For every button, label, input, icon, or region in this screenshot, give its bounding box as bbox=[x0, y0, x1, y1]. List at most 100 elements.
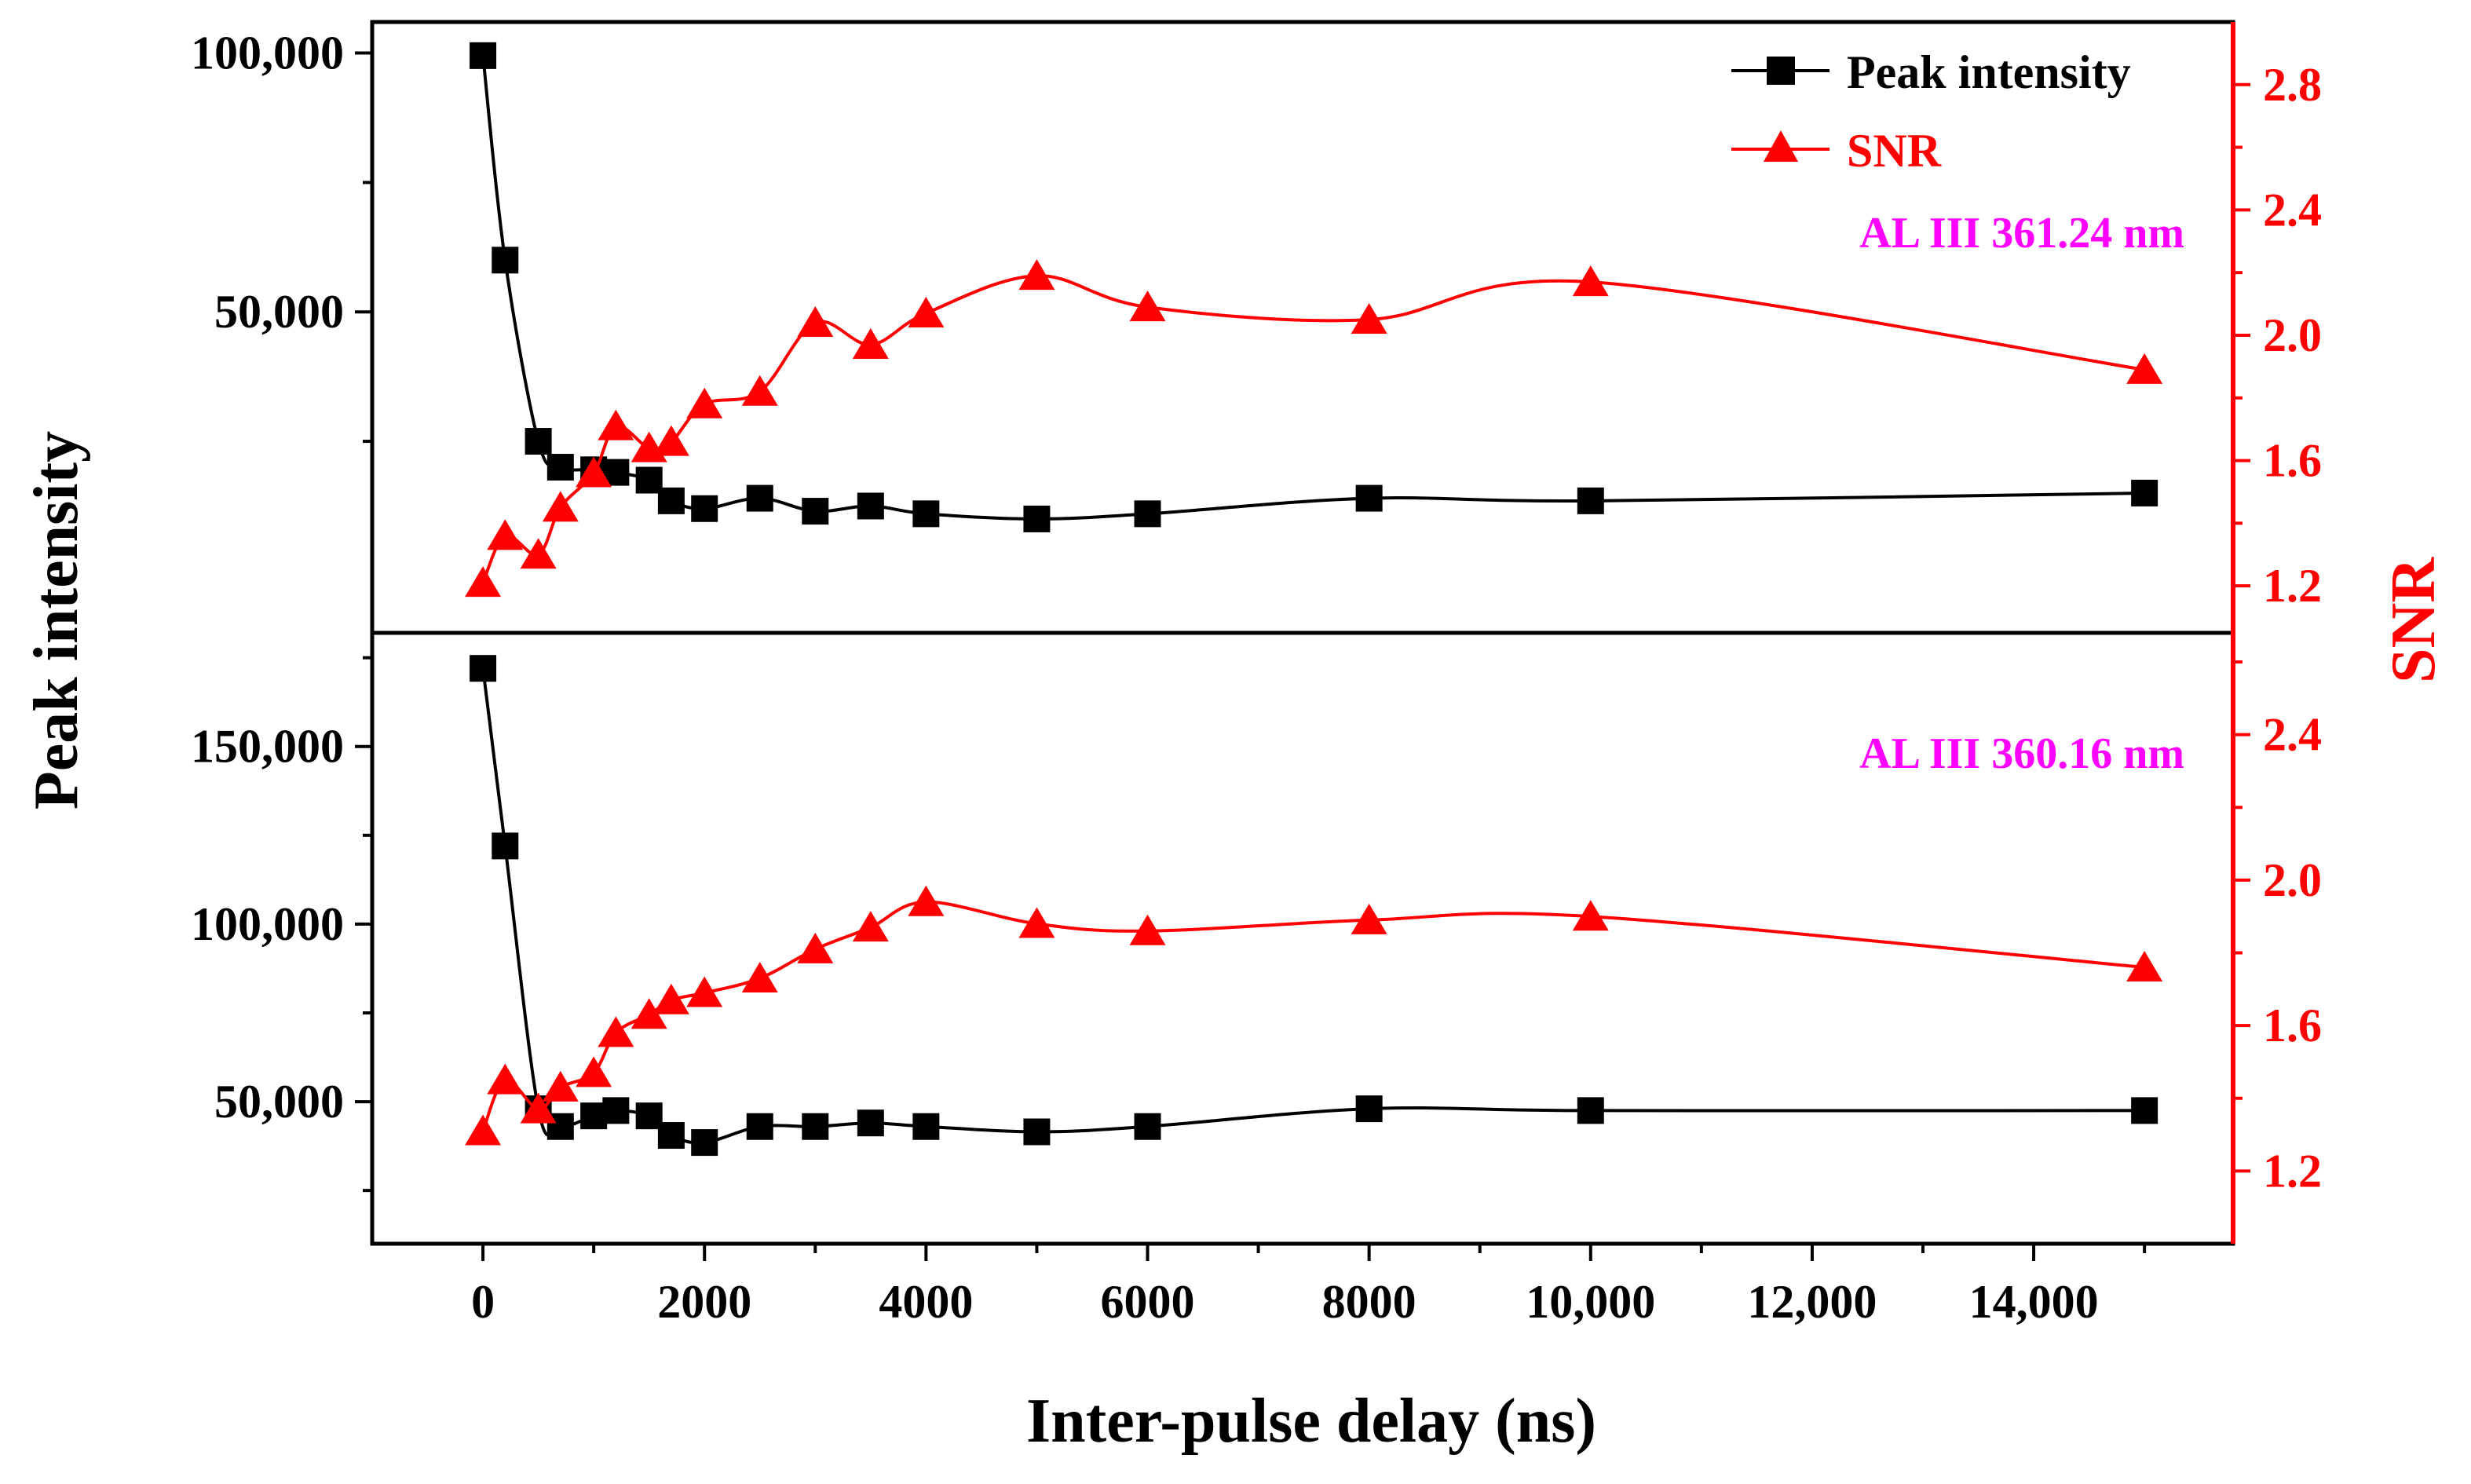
panel-top-snr-point bbox=[542, 491, 579, 522]
panel-bottom-intensity-point bbox=[602, 1097, 630, 1124]
panel-bottom-snr-point bbox=[852, 911, 889, 942]
panel-top-snr-point bbox=[652, 425, 689, 456]
panel-bottom-snr-point bbox=[465, 1114, 502, 1146]
panel-bottom-annotation: AL III 360.16 nm bbox=[1859, 729, 2184, 778]
panel-top-intensity-point bbox=[546, 454, 574, 481]
panel-bottom-intensity-point bbox=[746, 1113, 773, 1140]
x-tick-label: 14,000 bbox=[1969, 1276, 2099, 1328]
legend: Peak intensity SNR bbox=[1731, 46, 2131, 177]
panel-bottom-right-tick-label: 2.4 bbox=[2263, 709, 2322, 761]
panel-top-snr-point bbox=[1129, 291, 1166, 322]
panel-top-snr-point bbox=[576, 456, 612, 488]
panel-top-intensity-point bbox=[857, 492, 884, 520]
panel-top-right-tick-label: 1.6 bbox=[2263, 435, 2322, 487]
panel-top-snr-point bbox=[1351, 303, 1387, 334]
panel-bottom-snr-point bbox=[2126, 951, 2163, 982]
panel-top-snr-point bbox=[487, 519, 524, 550]
panel-bottom-snr-point bbox=[652, 983, 689, 1014]
panel-bottom-snr-point bbox=[598, 1016, 634, 1047]
panel-top-intensity-point bbox=[2131, 479, 2158, 506]
panel-bottom-snr-point bbox=[741, 961, 778, 992]
panel-top-snr-point bbox=[686, 387, 723, 419]
panel-bottom-left-tick-label: 150,000 bbox=[191, 721, 344, 773]
panel-bottom-intensity-point bbox=[857, 1109, 884, 1137]
legend-intensity-marker bbox=[1767, 57, 1795, 85]
x-tick-label: 12,000 bbox=[1747, 1276, 1877, 1328]
panel-bottom-intensity-point bbox=[492, 832, 519, 860]
panel-top-intensity-point bbox=[657, 487, 685, 514]
panel-top-snr-line bbox=[481, 274, 2145, 584]
panel-bottom-right-tick-label: 1.2 bbox=[2263, 1145, 2322, 1197]
right-y-axis-title: SNR bbox=[2379, 557, 2448, 683]
panel-bottom-snr-point bbox=[487, 1063, 524, 1095]
panel-bottom-intensity-point bbox=[657, 1122, 685, 1150]
panel-top-snr-point bbox=[465, 566, 502, 598]
panel-top-right-tick-label: 2.0 bbox=[2263, 309, 2322, 361]
panel-top-snr-point bbox=[852, 327, 889, 359]
x-tick-label: 10,000 bbox=[1526, 1276, 1655, 1328]
panel-top-snr-point bbox=[797, 306, 834, 338]
panel-bottom-left-tick-label: 50,000 bbox=[214, 1076, 344, 1128]
panel-top-intensity-point bbox=[492, 247, 519, 274]
panel-top-snr-point bbox=[1018, 259, 1055, 291]
legend-snr-label: SNR bbox=[1847, 125, 1942, 177]
panel-bottom-snr-point bbox=[1572, 900, 1609, 931]
panel-bottom-intensity-point bbox=[1023, 1118, 1051, 1146]
panel-top-annotation: AL III 361.24 nm bbox=[1859, 209, 2184, 258]
panel-top-left-tick-label: 50,000 bbox=[214, 286, 344, 338]
panel-bottom-intensity-point bbox=[691, 1129, 718, 1157]
panel-bottom-intensity-point bbox=[470, 655, 497, 682]
panel-bottom-snr-point bbox=[797, 932, 834, 963]
panel-bottom-snr-point bbox=[1018, 907, 1055, 938]
panel-top-snr-point bbox=[1572, 265, 1609, 297]
panel-top-snr-point bbox=[598, 409, 634, 440]
x-axis-title: Inter-pulse delay (ns) bbox=[1026, 1387, 1596, 1456]
panel-bottom-snr-point bbox=[1351, 903, 1387, 934]
x-tick-label: 0 bbox=[471, 1276, 495, 1328]
panel-top-intensity-point bbox=[802, 498, 829, 525]
panel-top-snr-point bbox=[908, 297, 945, 328]
panel-top-intensity-point bbox=[1355, 484, 1383, 512]
panel-top-right-tick-label: 1.2 bbox=[2263, 560, 2322, 612]
panel-bottom-right-tick-label: 1.6 bbox=[2263, 1000, 2322, 1051]
panel-top-intensity-point bbox=[746, 484, 773, 512]
panel-bottom-intensity-point bbox=[2131, 1097, 2158, 1124]
panel-bottom-intensity-point bbox=[1577, 1097, 1604, 1124]
panel-top-intensity-point bbox=[1577, 487, 1604, 514]
x-tick-label: 4000 bbox=[879, 1276, 973, 1328]
panel-top-snr-point bbox=[520, 538, 557, 569]
panel-top-intensity-point bbox=[470, 42, 497, 69]
legend-snr-marker bbox=[1764, 130, 1798, 162]
panel-bottom-intensity-point bbox=[912, 1113, 940, 1140]
x-tick-label: 2000 bbox=[657, 1276, 751, 1328]
panel-bottom-snr-point bbox=[686, 976, 723, 1007]
legend-intensity-label: Peak intensity bbox=[1847, 46, 2131, 98]
panel-bottom-intensity-point bbox=[1355, 1095, 1383, 1123]
panel-bottom-intensity-point bbox=[802, 1113, 829, 1140]
panel-bottom-snr-point bbox=[1129, 914, 1166, 945]
left-y-axis-title: Peak intensity bbox=[22, 431, 91, 810]
panel-bottom-left-tick-label: 100,000 bbox=[191, 898, 344, 950]
panel-bottom-intensity-point bbox=[1134, 1113, 1161, 1140]
panel-bottom-snr-point bbox=[520, 1092, 557, 1124]
panel-bottom-snr-point bbox=[542, 1070, 579, 1102]
panel-top-intensity-point bbox=[691, 495, 718, 522]
panel-top-left-tick-label: 100,000 bbox=[191, 27, 344, 79]
panel-top-right-tick-label: 2.8 bbox=[2263, 59, 2322, 111]
panel-top-snr-point bbox=[2126, 353, 2163, 384]
panel-top-intensity-point bbox=[1023, 505, 1051, 532]
panel-top-intensity-point bbox=[912, 500, 940, 528]
panel-bottom-snr-point bbox=[631, 998, 667, 1029]
panel-top-snr-point bbox=[741, 375, 778, 406]
panel-bottom-snr-point bbox=[908, 885, 945, 916]
x-tick-label: 6000 bbox=[1101, 1276, 1195, 1328]
panel-top-intensity-point bbox=[1134, 500, 1161, 528]
panel-bottom-snr-point bbox=[576, 1056, 612, 1087]
panel-top-intensity-point bbox=[525, 428, 552, 455]
panel-top-right-tick-label: 2.4 bbox=[2263, 184, 2322, 236]
plot-layer: 0 2000 4000 6000 8000 10,000 12,000 14,000 50,00… bbox=[191, 20, 2322, 1328]
x-tick-label: 8000 bbox=[1322, 1276, 1416, 1328]
panel-bottom-snr-line bbox=[481, 900, 2145, 1132]
